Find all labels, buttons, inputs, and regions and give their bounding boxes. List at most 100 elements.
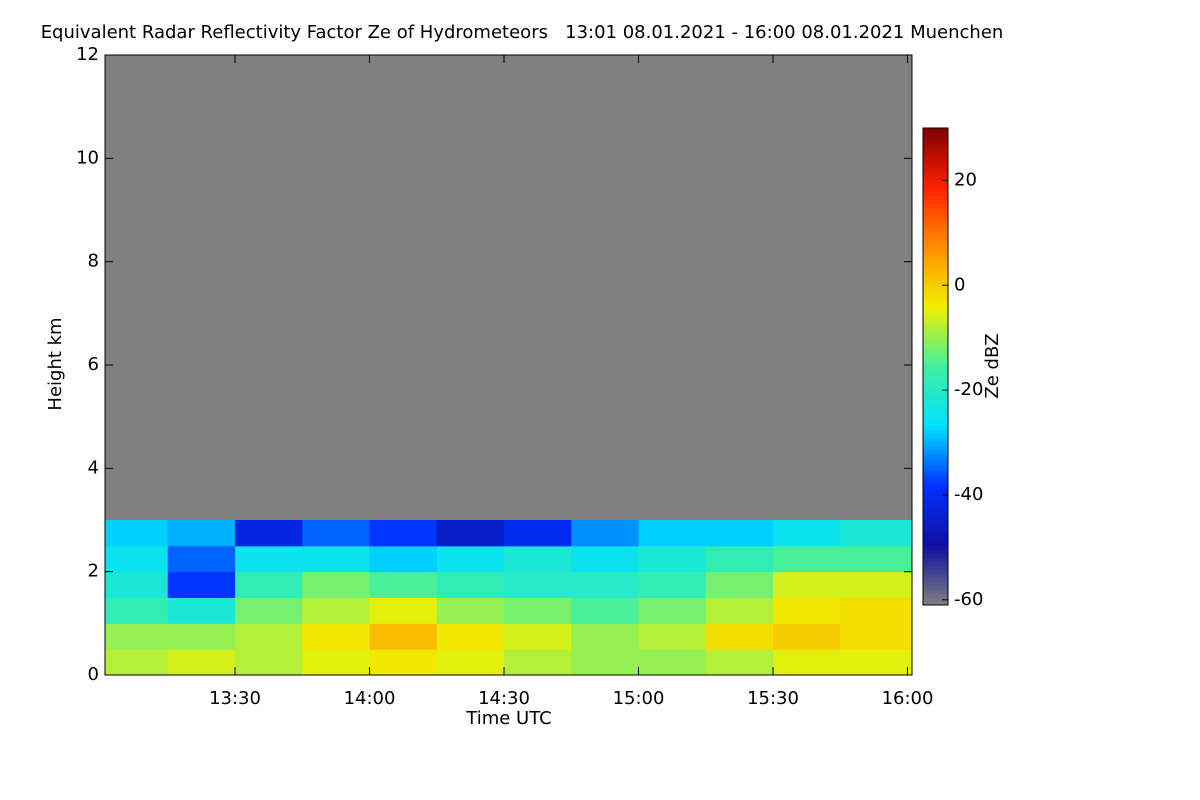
cell xyxy=(705,520,774,547)
colorbar-label: Ze dBZ xyxy=(982,333,1003,398)
colorbar-segment xyxy=(923,509,948,515)
colorbar-segment xyxy=(923,346,948,352)
colorbar-segment xyxy=(923,378,948,383)
colorbar-segment xyxy=(923,171,948,177)
colorbar-frame xyxy=(922,127,949,606)
colorbar-segment xyxy=(923,557,948,562)
colorbar-segment xyxy=(923,294,948,300)
cell xyxy=(504,545,572,573)
colorbar-segment xyxy=(923,446,948,451)
cell xyxy=(571,545,640,573)
cell xyxy=(302,623,371,650)
cell xyxy=(436,649,505,676)
colorbar-segment xyxy=(923,521,948,526)
colorbar-segment xyxy=(923,147,948,153)
cell xyxy=(167,520,236,547)
colorbar-segment xyxy=(923,485,948,491)
cell xyxy=(167,545,236,573)
x-axis-label: Time UTC xyxy=(465,708,551,729)
colorbar-segment xyxy=(923,477,948,483)
cell xyxy=(167,571,236,598)
x-tick-label: 16:00 xyxy=(882,688,934,709)
cell xyxy=(571,571,640,598)
colorbar-segment xyxy=(923,287,948,292)
colorbar-segment xyxy=(923,163,948,169)
cell xyxy=(638,520,707,547)
colorbar-segment xyxy=(923,255,948,260)
colorbar-segment xyxy=(923,505,948,511)
colorbar-segment xyxy=(923,279,948,284)
colorbar-segment xyxy=(923,394,948,399)
cell xyxy=(840,649,913,676)
colorbar-segment xyxy=(923,354,948,360)
colorbar-segment xyxy=(923,302,948,308)
colorbar-segment xyxy=(923,593,948,598)
colorbar-segment xyxy=(923,501,948,507)
cell xyxy=(369,571,438,598)
colorbar-segment xyxy=(923,426,948,431)
cell xyxy=(773,571,841,598)
colorbar-segment xyxy=(923,350,948,356)
cell xyxy=(571,597,640,624)
cell xyxy=(638,597,707,624)
colorbar-segment xyxy=(923,597,948,602)
cell xyxy=(571,623,640,650)
colorbar-segment xyxy=(923,533,948,538)
colorbar-segment xyxy=(923,338,948,344)
x-tick-label: 13:30 xyxy=(209,688,261,709)
colorbar-segment xyxy=(923,541,948,546)
colorbar-segment xyxy=(923,223,948,228)
colorbar-segment xyxy=(923,366,948,371)
colorbar-segment xyxy=(923,438,948,443)
colorbar-segment xyxy=(923,199,948,205)
colorbar-segment xyxy=(923,143,948,149)
cell xyxy=(638,649,707,676)
cell xyxy=(235,571,303,598)
colorbar-segment xyxy=(923,457,948,463)
colorbar-segment xyxy=(923,422,948,427)
cell xyxy=(302,520,371,547)
cell xyxy=(773,545,841,573)
x-tick-label: 15:30 xyxy=(747,688,799,709)
colorbar-segment xyxy=(923,553,948,558)
colorbar-segment xyxy=(923,318,948,324)
colorbar-segment xyxy=(923,211,948,216)
colorbar-segment xyxy=(923,398,948,403)
colorbar-segment xyxy=(923,577,948,582)
colorbar-segment xyxy=(923,227,948,232)
colorbar-segment xyxy=(923,263,948,268)
y-axis-label: Height km xyxy=(45,317,66,410)
cell xyxy=(235,545,303,573)
colorbar-segment xyxy=(923,434,948,439)
cell xyxy=(235,597,303,624)
cell xyxy=(840,545,913,573)
colorbar-segment xyxy=(923,155,948,161)
colorbar-segment xyxy=(923,283,948,288)
colorbar-segment xyxy=(923,513,948,519)
colorbar-segment xyxy=(923,601,948,606)
cell xyxy=(504,649,572,676)
cell xyxy=(302,545,371,573)
cell xyxy=(105,545,169,573)
colorbar-segment xyxy=(923,517,948,523)
cell xyxy=(840,520,913,547)
colorbar-segment xyxy=(923,418,948,423)
colorbar-segment xyxy=(923,191,948,197)
colorbar-segment xyxy=(923,207,948,212)
cell xyxy=(773,649,841,676)
colorbar-segment xyxy=(923,430,948,435)
x-tick-label: 14:00 xyxy=(344,688,396,709)
colorbar-segment xyxy=(923,322,948,328)
cell xyxy=(105,571,169,598)
colorbar-segment xyxy=(923,247,948,252)
colorbar-segment xyxy=(923,525,948,530)
colorbar-tick-label: -60 xyxy=(954,589,983,610)
colorbar-segment xyxy=(923,131,948,137)
colorbar-segment xyxy=(923,159,948,165)
colorbar-segment xyxy=(923,179,948,185)
chart-title: Equivalent Radar Reflectivity Factor Ze … xyxy=(41,22,1004,43)
cell xyxy=(105,520,169,547)
colorbar-segment xyxy=(923,326,948,332)
cell xyxy=(369,597,438,624)
